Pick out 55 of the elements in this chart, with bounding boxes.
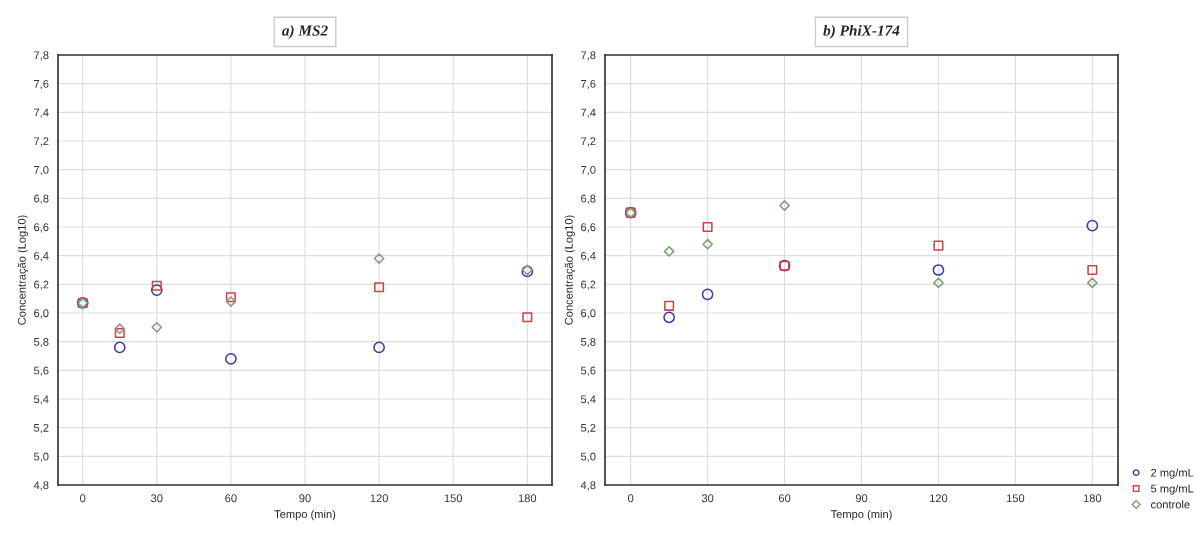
chart-title: b) PhiX-174 [823,24,900,39]
x-tick-label: 90 [299,494,311,503]
x-tick-label: 120 [370,494,388,503]
y-tick-label: 5,4 [580,395,596,405]
y-tick-label: 5,2 [33,423,49,434]
x-tick-label: 0 [627,494,634,503]
x-tick-label: 180 [1083,494,1102,503]
y-tick-label: 6,6 [581,223,596,233]
y-tick-label: 7,2 [34,137,49,147]
y-tick-label: 7,0 [34,165,49,176]
x-tick-label: 120 [930,494,948,503]
y-tick-label: 6,4 [34,251,49,262]
y-tick-label: 5,6 [33,366,49,376]
legend-label: controle [1151,500,1190,509]
y-tick-label: 5,0 [33,452,49,462]
y-axis-title: Concentração (Log10) [17,215,28,325]
y-tick-label: 6,8 [34,194,49,204]
legend-label: 2 mg/mL [1151,468,1194,479]
x-tick-label: 150 [1006,494,1025,503]
y-axis-title: Concentração (Log10) [564,215,575,325]
x-tick-label: 0 [80,494,86,503]
y-tick-label: 7,4 [581,108,596,118]
x-axis-title: Tempo (min) [830,509,892,521]
chart-title: a) MS2 [282,24,328,39]
y-tick-label: 7,6 [34,79,49,90]
y-tick-label: 6,0 [34,309,49,319]
x-tick-label: 60 [225,494,237,503]
x-axis-title: Tempo (min) [274,509,336,521]
y-tick-label: 4,8 [580,481,596,491]
y-tick-label: 6,0 [581,309,596,319]
y-tick-label: 6,2 [34,280,49,290]
x-tick-label: 60 [778,494,791,503]
x-tick-label: 150 [444,494,463,503]
x-tick-label: 90 [855,494,868,503]
x-tick-label: 180 [518,494,537,503]
y-tick-label: 6,8 [581,194,596,204]
y-tick-label: 7,8 [34,51,49,61]
y-tick-label: 7,0 [581,165,596,176]
y-tick-label: 6,4 [581,251,596,262]
y-tick-label: 5,8 [33,337,49,348]
y-tick-label: 5,8 [580,337,596,348]
y-tick-label: 6,2 [581,280,596,290]
y-tick-label: 6,6 [34,223,49,233]
y-tick-label: 7,8 [581,51,596,61]
y-tick-label: 4,8 [33,481,49,491]
y-tick-label: 7,6 [581,79,596,90]
y-tick-label: 7,2 [581,137,596,147]
x-tick-label: 30 [701,494,714,503]
y-tick-label: 5,0 [580,452,596,462]
y-tick-label: 7,4 [34,108,49,118]
y-tick-label: 5,6 [580,366,596,376]
x-tick-label: 30 [151,494,163,503]
y-tick-label: 5,4 [33,395,49,405]
legend-label: 5 mg/mL [1151,484,1194,495]
y-tick-label: 5,2 [580,423,596,434]
